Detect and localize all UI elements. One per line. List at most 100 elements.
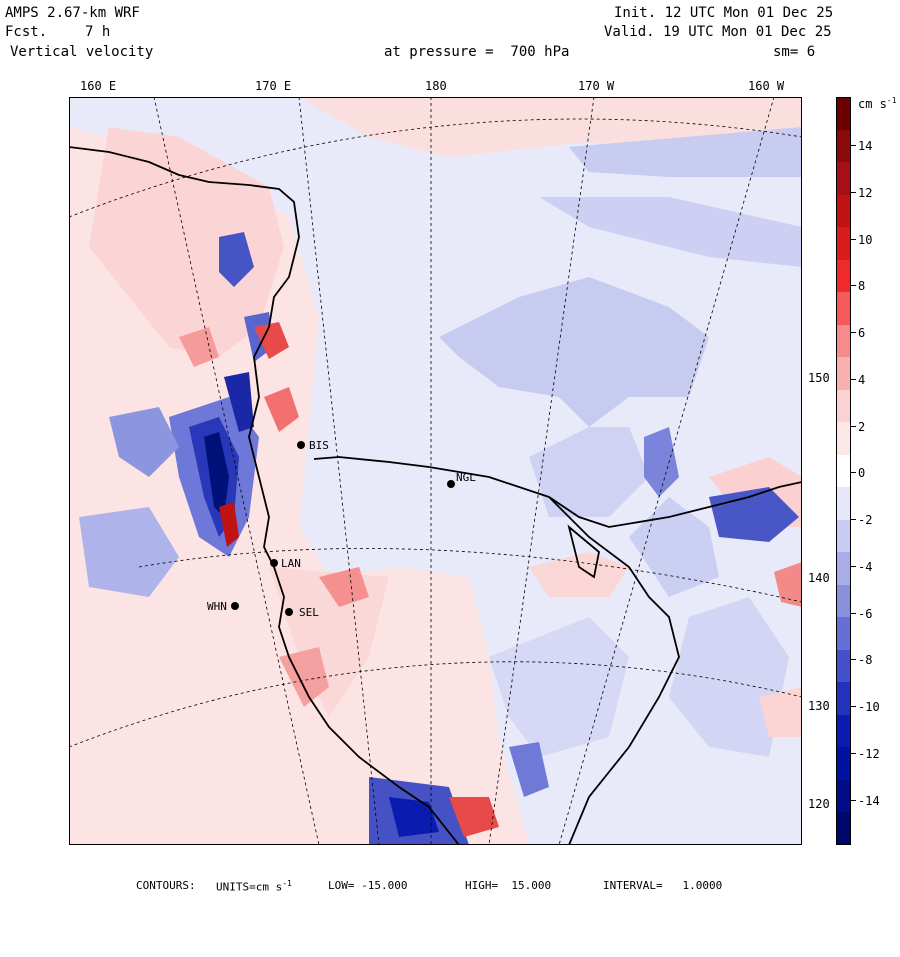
footer-high: HIGH= 15.000 [465,879,552,892]
colorbar-swatch [836,714,851,748]
colorbar-tick-label: -2 [858,513,873,527]
station-markers [231,441,455,616]
pressure-level: at pressure = 700 hPa [384,44,570,60]
colorbar-tick [851,565,856,567]
valid-time: Valid. 19 UTC Mon 01 Dec 25 [604,24,832,40]
land-field-pos [269,567,389,717]
updraft-cell [224,372,254,432]
downdraft-cell [264,387,299,432]
pink-patch [774,562,802,607]
colorbar-tick [851,145,856,146]
map-frame [69,97,802,845]
colorbar-swatch [836,259,851,293]
colorbar-swatch [836,812,851,846]
colorbar-tick-label: -12 [858,746,880,761]
blue-band [539,197,802,267]
colorbar-tick-label: 8 [858,279,866,294]
colorbar-swatch [836,649,851,683]
colorbar-tick [851,332,856,333]
colorbar-tick [851,706,856,707]
lon-label: 170 W [578,79,615,93]
variable-name: Vertical velocity [10,44,154,60]
forecast-hours: 7 h [85,24,111,40]
colorbar-swatch [836,422,851,456]
blue-band [569,127,802,177]
station-marker [285,608,293,616]
colorbar-tick-label: 0 [858,466,866,481]
station-label: LAN [281,557,301,570]
colorbar-frame [836,97,851,845]
colorbar-tick [851,425,856,427]
station-marker [297,441,305,449]
footer-units: UNITS=cm s-1 [216,879,292,894]
station-label: WHN [207,600,227,613]
downdraft-cell [319,567,369,607]
station-label: BIS [309,439,329,452]
downdraft-cell [179,327,219,367]
station-label: SEL [299,606,319,619]
colorbar-swatch [836,682,851,716]
colorbar-tick-label: 14 [858,139,873,153]
colorbar-tick [851,752,856,754]
colorbar-swatch [836,779,851,813]
station-marker [447,480,455,488]
footer-low: LOW= -15.000 [328,879,408,892]
colorbar-swatch [836,519,851,553]
coastline [69,146,802,845]
colorbar-units: cm s-1 [858,96,897,111]
colorbar-tick-label: -10 [858,700,880,714]
lon-label: 160 W [748,79,785,93]
colorbar-swatch [836,292,851,326]
downdraft-cell [449,797,499,837]
blue-region [439,277,709,427]
colorbar-tick-label: -4 [858,559,873,574]
colorbar-tick [851,285,856,287]
colorbar-tick [851,612,856,614]
colorbar-tick [851,659,856,661]
updraft-cell [219,232,254,287]
footer-contours: CONTOURS: [136,879,196,892]
graticule [69,97,802,845]
colorbar-tick [851,378,856,380]
pink-patch [529,552,629,597]
updraft-cell [644,427,679,497]
colorbar-swatch [836,129,851,163]
colorbar-swatch [836,584,851,618]
blue-region [669,597,789,757]
velocity-map: BIS NGL LAN WHN SEL [69,97,802,845]
updraft-cell [509,742,549,797]
colorbar-tick [851,191,856,193]
lon-label: 180 [425,79,447,93]
colorbar-swatch [836,194,851,228]
colorbar-tick-label: -6 [858,606,873,621]
colorbar-tick [851,238,856,240]
colorbar-tick [851,472,856,474]
updraft-cell [389,797,439,837]
colorbar-swatch [836,324,851,358]
colorbar-swatch [836,617,851,651]
smoothing: sm= 6 [773,44,816,60]
init-time: Init. 12 UTC Mon 01 Dec 25 [614,5,834,21]
colorbar-swatch [836,357,851,391]
colorbar-tick-label: 2 [858,419,866,434]
colorbar-swatch [836,552,851,586]
model-title: AMPS 2.67-km WRF [5,5,140,21]
colorbar [836,97,851,846]
colorbar-tick-label: 12 [858,185,873,200]
updraft-cell [204,432,229,517]
downdraft-cell [254,322,289,359]
station-label: NGL [456,471,476,484]
contour-footer: CONTOURS: UNITS=cm s-1 LOW= -15.000 HIGH… [0,879,900,957]
updraft-cell [109,407,179,477]
colorbar-tick-label: -8 [858,653,873,668]
updraft-cell [79,507,179,597]
lon-label: 160 E [80,79,117,93]
colorbar-swatch [836,97,851,131]
blue-region [629,497,719,597]
colorbar-tick-label: 4 [858,372,866,387]
forecast-label: Fcst. [5,24,48,40]
station-marker [270,559,278,567]
colorbar-swatch [836,389,851,423]
colorbar-tick [851,519,856,520]
downdraft-cell [219,502,239,547]
